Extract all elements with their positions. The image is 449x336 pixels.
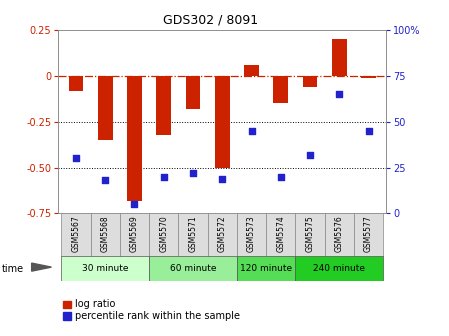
Bar <box>295 256 383 281</box>
Bar <box>237 213 266 257</box>
Point <box>219 176 226 181</box>
Text: GSM5576: GSM5576 <box>335 215 344 252</box>
Bar <box>303 76 317 87</box>
Bar <box>62 213 91 257</box>
Point <box>277 174 284 179</box>
Text: 120 minute: 120 minute <box>240 264 292 273</box>
Bar <box>273 76 288 103</box>
Bar <box>361 76 376 78</box>
Bar <box>149 213 178 257</box>
Text: GSM5569: GSM5569 <box>130 215 139 252</box>
Bar <box>91 213 120 257</box>
Text: GSM5575: GSM5575 <box>306 215 315 252</box>
Point <box>307 152 314 158</box>
Text: percentile rank within the sample: percentile rank within the sample <box>75 310 240 321</box>
Text: 60 minute: 60 minute <box>170 264 216 273</box>
Bar <box>120 213 149 257</box>
Bar <box>237 256 295 281</box>
Bar <box>186 76 200 109</box>
Text: 30 minute: 30 minute <box>82 264 128 273</box>
Bar <box>325 213 354 257</box>
Bar <box>332 39 347 76</box>
Point <box>248 128 255 134</box>
Bar <box>127 76 142 201</box>
Bar <box>178 213 207 257</box>
Bar <box>266 213 295 257</box>
Text: GSM5570: GSM5570 <box>159 215 168 252</box>
Text: GSM5573: GSM5573 <box>247 215 256 252</box>
Bar <box>207 213 237 257</box>
Polygon shape <box>31 263 51 271</box>
Bar <box>98 76 113 140</box>
Text: log ratio: log ratio <box>75 299 116 309</box>
Bar <box>69 76 83 91</box>
Point <box>160 174 167 179</box>
Text: time: time <box>2 264 24 274</box>
Text: GSM5567: GSM5567 <box>71 215 80 252</box>
Bar <box>149 256 237 281</box>
Text: GSM5568: GSM5568 <box>101 215 110 252</box>
Text: GSM5574: GSM5574 <box>276 215 285 252</box>
Text: GSM5572: GSM5572 <box>218 215 227 252</box>
Bar <box>62 256 149 281</box>
Text: GDS302 / 8091: GDS302 / 8091 <box>163 13 259 27</box>
Point <box>365 128 372 134</box>
Text: GSM5577: GSM5577 <box>364 215 373 252</box>
Text: 240 minute: 240 minute <box>313 264 365 273</box>
Bar <box>244 65 259 76</box>
Bar <box>156 76 171 135</box>
Bar <box>295 213 325 257</box>
Point <box>101 178 109 183</box>
Text: GSM5571: GSM5571 <box>189 215 198 252</box>
Point <box>131 202 138 207</box>
Bar <box>215 76 229 168</box>
Point <box>189 170 197 176</box>
Point <box>336 92 343 97</box>
Bar <box>354 213 383 257</box>
Point <box>72 156 79 161</box>
